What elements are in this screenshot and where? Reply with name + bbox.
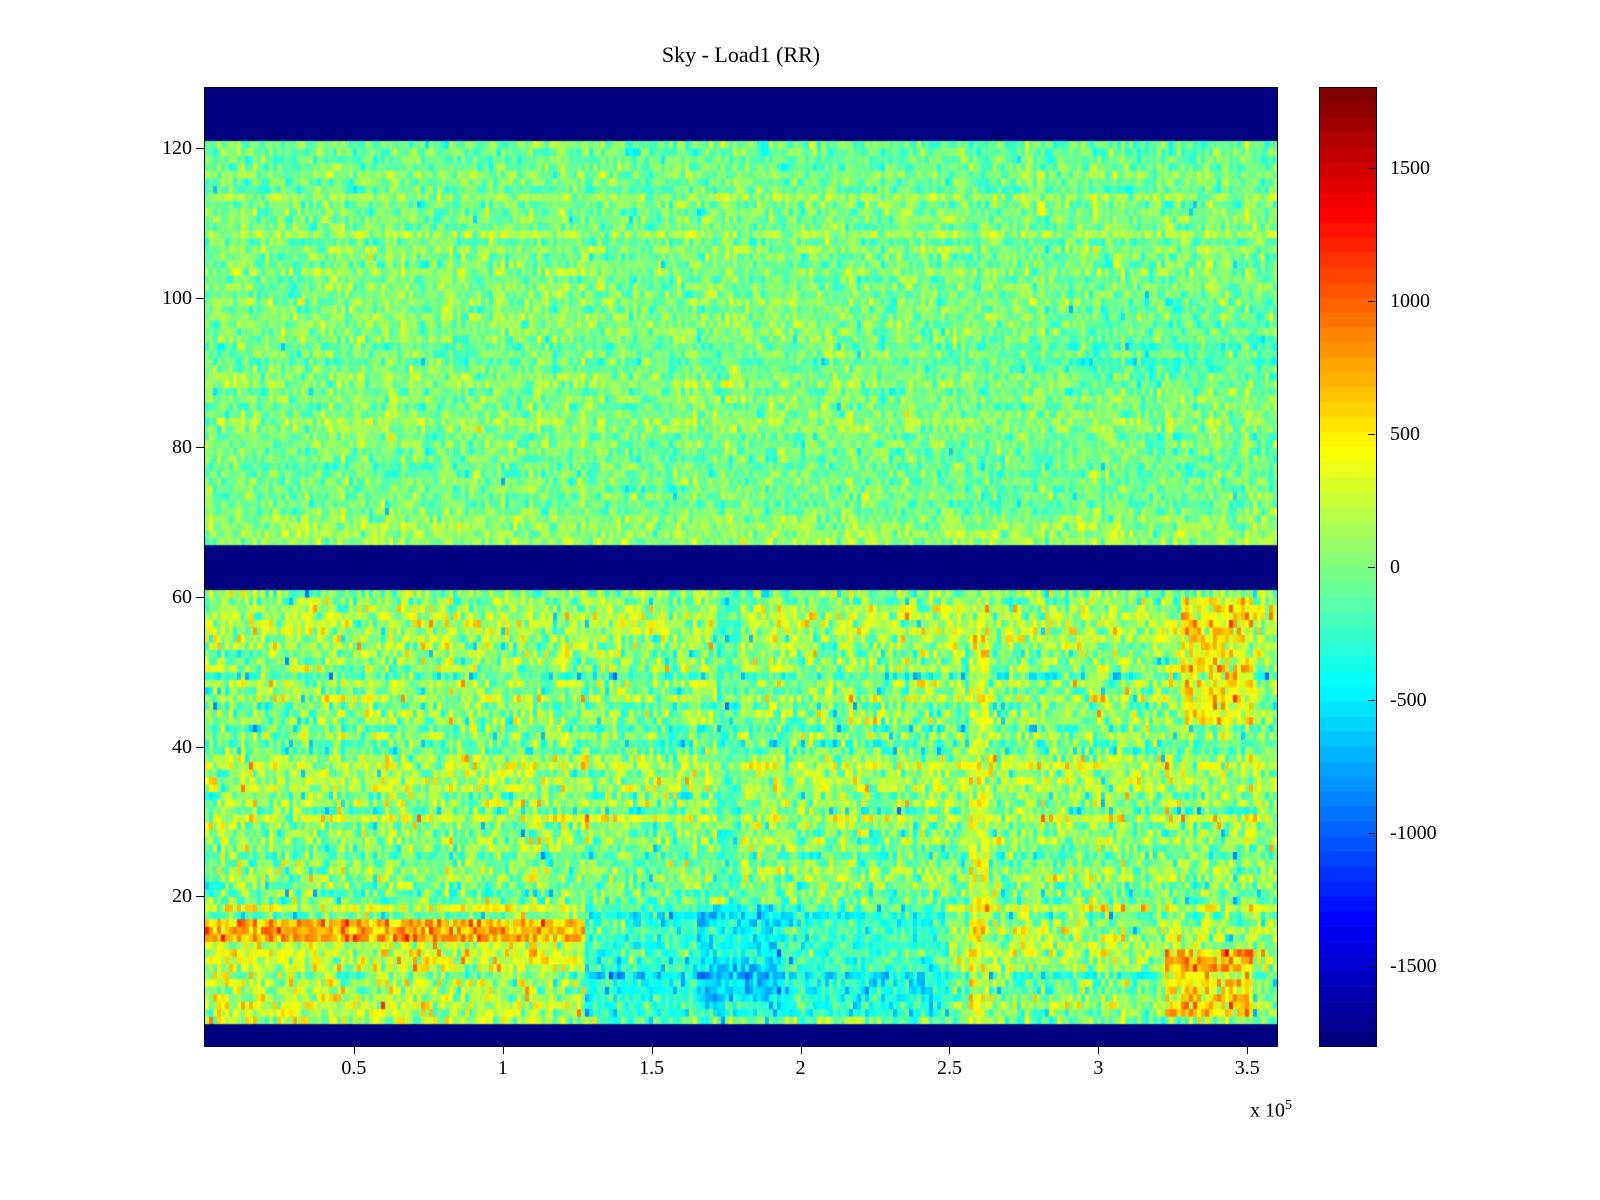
y-axis-tick: [196, 147, 204, 149]
x-axis-tick-label: 1: [497, 1057, 508, 1079]
y-axis-tick-label: 40: [172, 735, 192, 758]
y-axis-tick-label: 100: [162, 286, 192, 309]
x-axis-exponent-label: x 105: [1250, 1098, 1292, 1122]
y-axis-tick: [196, 896, 204, 898]
x-axis-tick: [949, 1046, 951, 1054]
colorbar-tick: [1368, 300, 1375, 302]
y-axis-tick-label: 120: [162, 136, 192, 159]
y-axis-tick: [196, 297, 204, 299]
x-axis-tick: [651, 1046, 653, 1054]
y-axis-tick-label: 20: [172, 885, 192, 908]
heatmap-canvas: [205, 88, 1277, 1046]
colorbar-tick: [1368, 433, 1375, 435]
colorbar-tick: [1368, 700, 1375, 702]
x-axis-tick: [800, 1046, 802, 1054]
colorbar-tick: [1368, 833, 1375, 835]
colorbar-tick-label: 1500: [1390, 156, 1430, 179]
colorbar-tick-label: -500: [1390, 689, 1427, 712]
y-axis-tick: [196, 596, 204, 598]
x-axis-tick-label: 2.5: [936, 1057, 962, 1079]
x-axis-tick-label: 3.5: [1234, 1057, 1260, 1079]
x-axis-tick-label: 0.5: [341, 1057, 367, 1079]
x-axis-tick-label: 1.5: [639, 1057, 665, 1079]
colorbar: [1320, 88, 1376, 1046]
colorbar-tick: [1368, 167, 1375, 169]
y-axis-tick: [196, 447, 204, 449]
x-axis-tick: [1098, 1046, 1100, 1054]
colorbar-tick-label: -1000: [1390, 822, 1437, 845]
x-axis-tick: [353, 1046, 355, 1054]
colorbar-tick-label: 1000: [1390, 289, 1430, 312]
x-axis-tick-label: 3: [1093, 1057, 1104, 1079]
colorbar-tick-label: 500: [1390, 422, 1420, 445]
x-axis-tick: [502, 1046, 504, 1054]
colorbar-tick: [1368, 966, 1375, 968]
y-axis-tick-label: 80: [172, 436, 192, 459]
x-axis-tick: [1247, 1046, 1249, 1054]
colorbar-tick-label: 0: [1390, 556, 1400, 578]
x-axis-tick-label: 2: [795, 1057, 806, 1079]
colorbar-tick: [1368, 567, 1375, 568]
y-axis-tick-label: 60: [172, 585, 192, 608]
y-axis-tick: [196, 746, 204, 748]
chart-title: Sky - Load1 (RR): [661, 42, 821, 67]
colorbar-tick-label: -1500: [1390, 955, 1437, 978]
